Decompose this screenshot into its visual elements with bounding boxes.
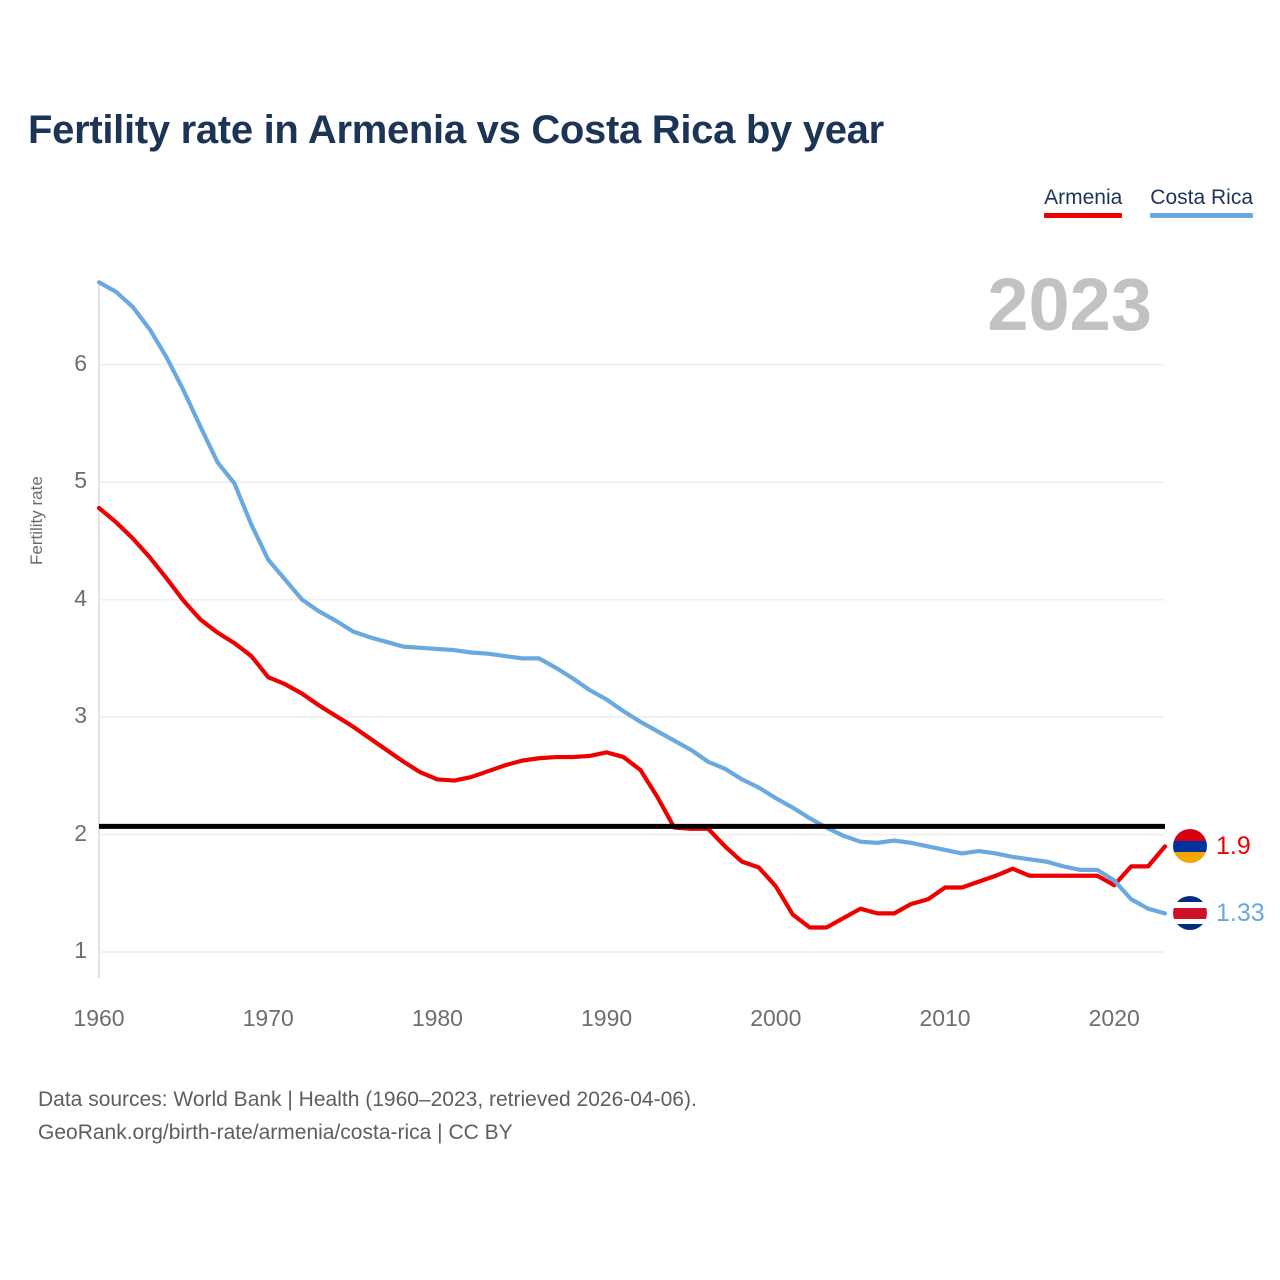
- costa-rica-flag-icon: [1173, 896, 1207, 931]
- x-axis-tick-1970: 1970: [242, 1005, 294, 1031]
- x-axis-tick-2000: 2000: [750, 1005, 802, 1031]
- endpoint-value-armenia: 1.9: [1216, 831, 1251, 860]
- x-axis-tick-2020: 2020: [1088, 1005, 1140, 1031]
- y-axis-tick-4: 4: [74, 584, 87, 611]
- chart-footer: Data sources: World Bank | Health (1960–…: [38, 1084, 697, 1149]
- footer-attribution: GeoRank.org/birth-rate/armenia/costa-ric…: [38, 1120, 513, 1144]
- x-axis-tick-1960: 1960: [73, 1005, 125, 1031]
- endpoint-costa-rica: 1.33: [1173, 896, 1265, 931]
- y-axis-tick-3: 3: [74, 702, 87, 729]
- footer-data-sources: Data sources: World Bank | Health (1960–…: [38, 1088, 697, 1111]
- y-axis-tick-6: 6: [74, 349, 87, 376]
- chart-title: Fertility rate in Armenia vs Costa Rica …: [28, 108, 884, 152]
- legend-swatch-costa-rica: [1150, 212, 1253, 218]
- year-watermark: 2023: [987, 263, 1152, 346]
- armenia-flag-icon: [1173, 829, 1207, 864]
- legend-item-costa-rica[interactable]: Costa Rica: [1150, 186, 1253, 218]
- endpoint-value-costa-rica: 1.33: [1216, 898, 1265, 927]
- chart-legend: Armenia Costa Rica: [1044, 186, 1253, 218]
- legend-label-armenia: Armenia: [1044, 186, 1123, 209]
- y-axis-tick-2: 2: [74, 819, 87, 846]
- legend-label-costa-rica: Costa Rica: [1150, 186, 1253, 209]
- x-axis-tick-1980: 1980: [411, 1005, 463, 1031]
- legend-swatch-armenia: [1044, 212, 1123, 218]
- x-axis-tick-1990: 1990: [581, 1005, 633, 1031]
- y-axis-tick-5: 5: [74, 467, 87, 494]
- legend-item-armenia[interactable]: Armenia: [1044, 186, 1123, 218]
- endpoint-armenia: 1.9: [1173, 829, 1251, 864]
- x-axis-tick-2010: 2010: [919, 1005, 971, 1031]
- y-axis-tick-1: 1: [74, 937, 87, 964]
